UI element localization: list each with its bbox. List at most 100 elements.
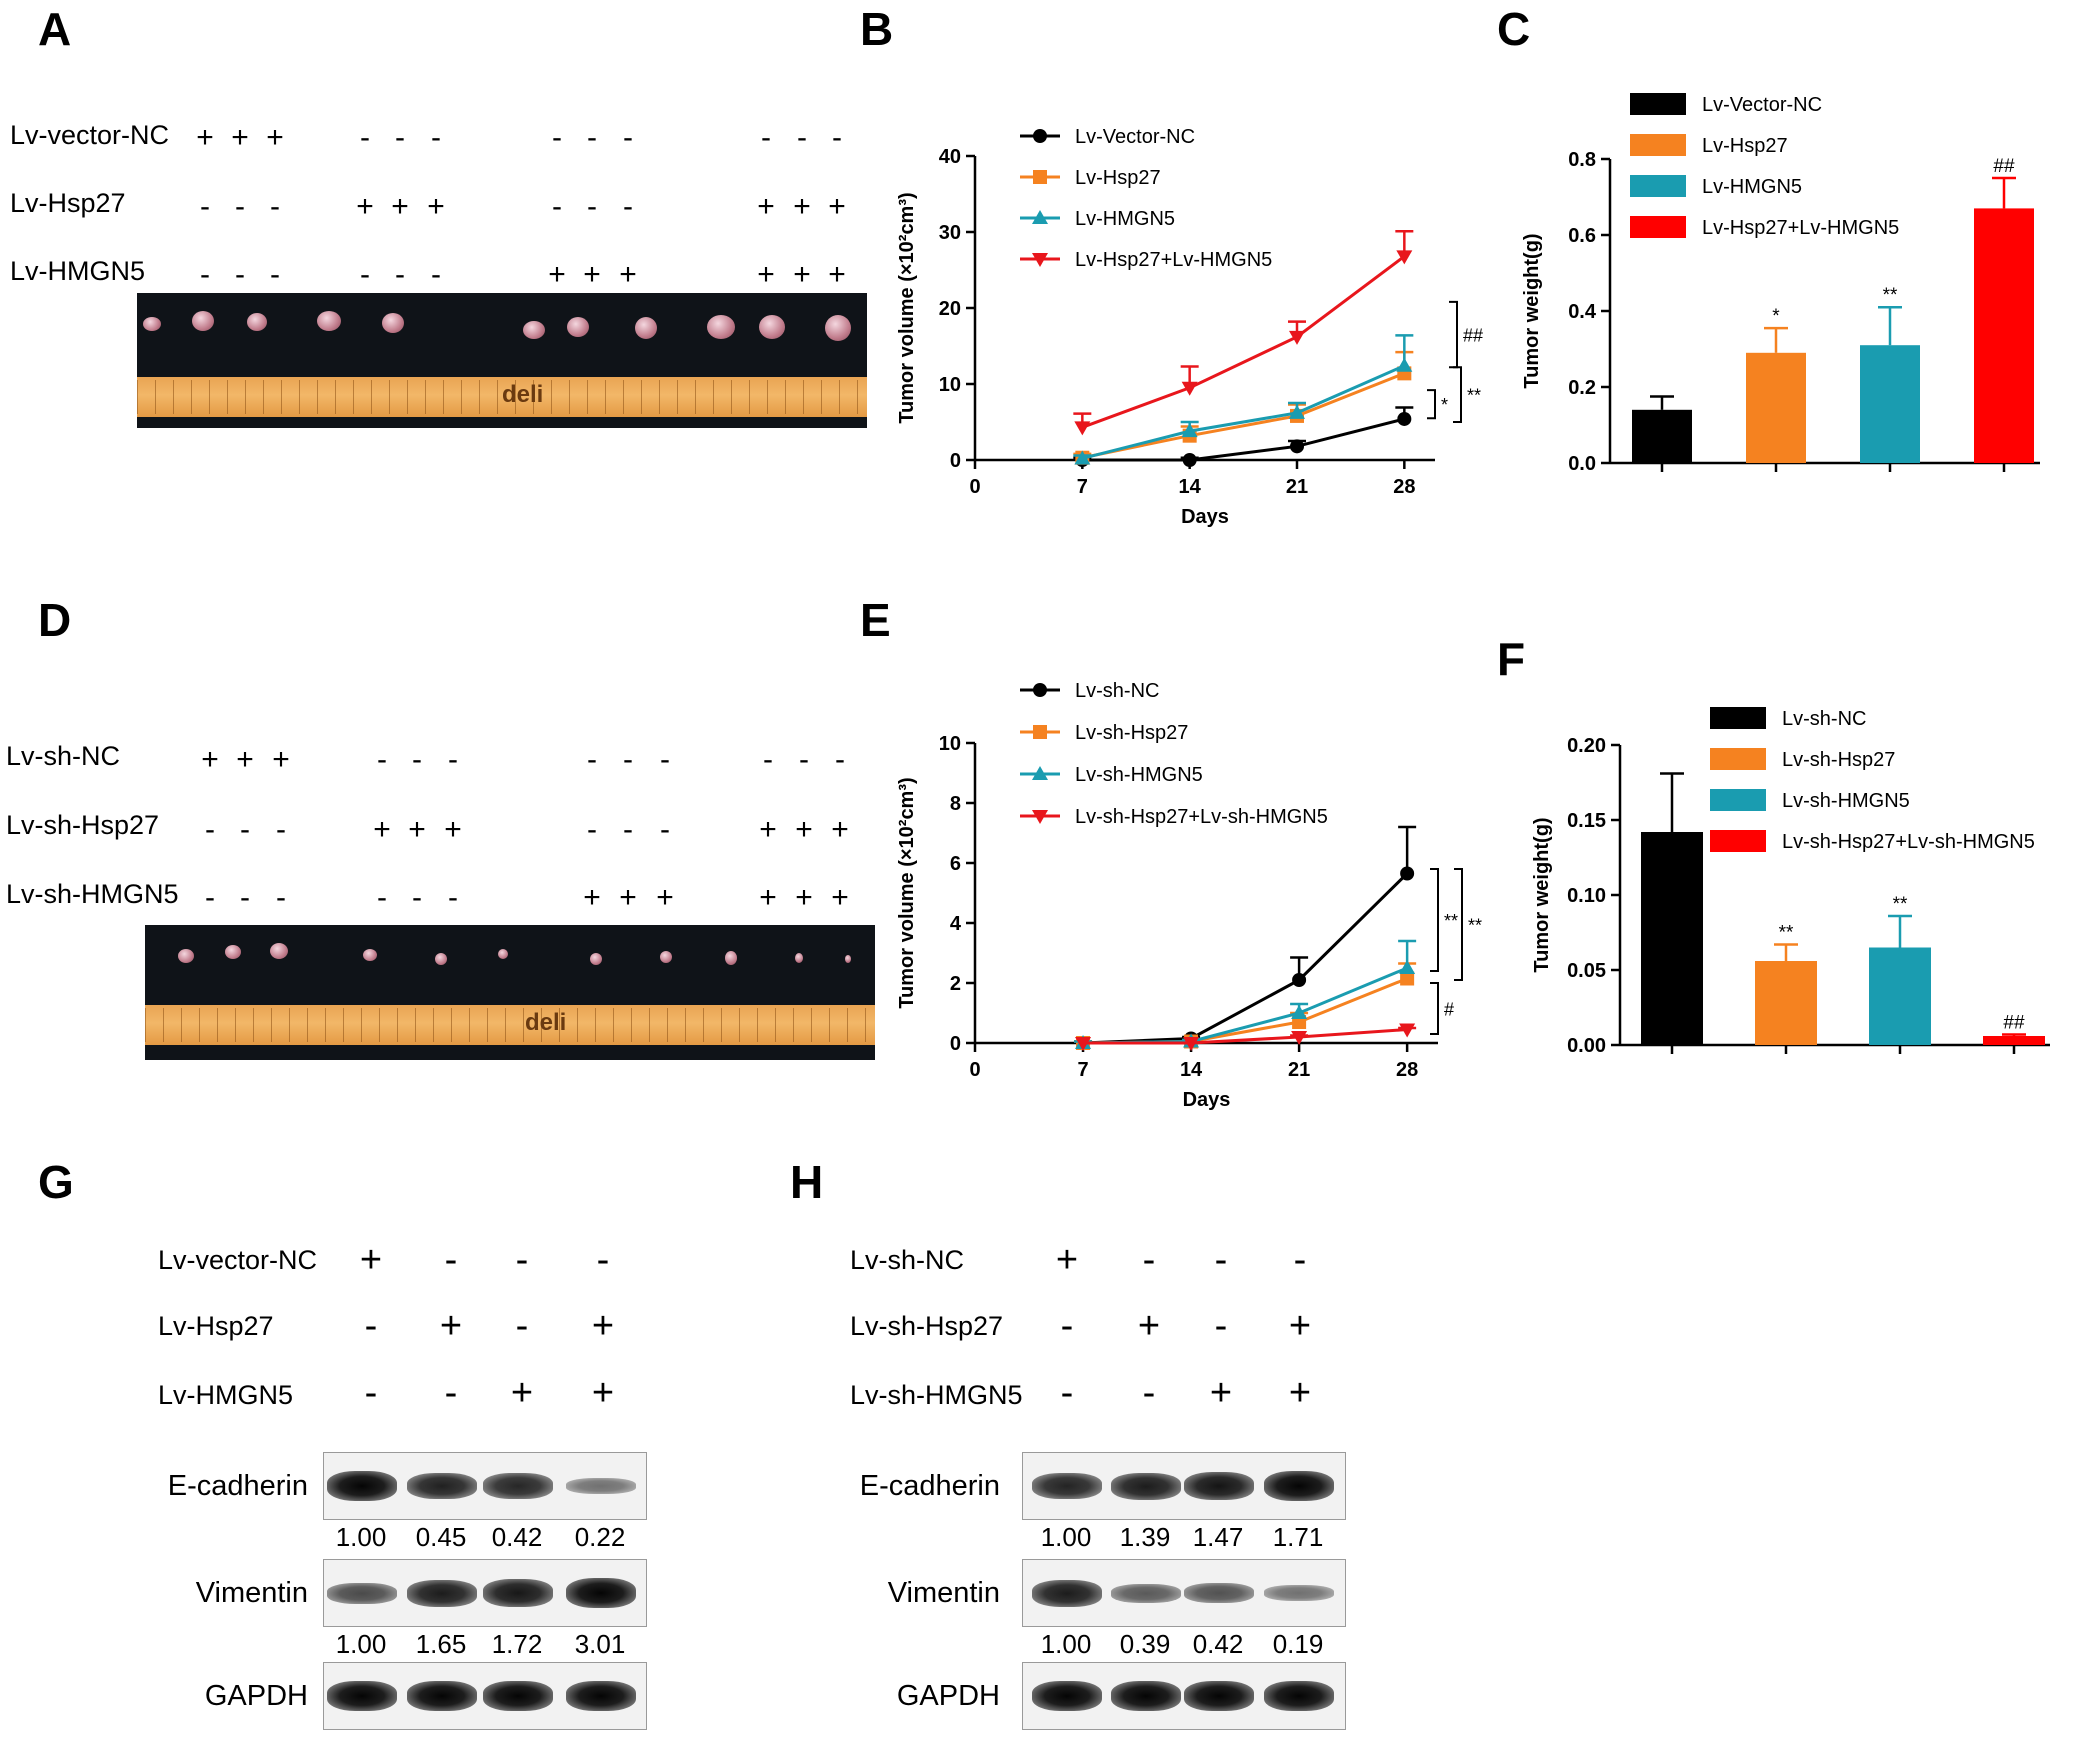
data-point <box>1290 439 1304 454</box>
plus-sign: + <box>795 881 813 914</box>
protein-band <box>407 1472 477 1500</box>
plus-sign: + <box>359 1239 383 1281</box>
protein-band <box>483 1681 553 1711</box>
minus-sign: - <box>444 1372 458 1414</box>
minus-sign: - <box>364 1305 378 1347</box>
minus-sign: - <box>1142 1239 1156 1281</box>
blot-row-label: GAPDH <box>204 1680 308 1712</box>
bar <box>1632 409 1692 463</box>
minus-sign: - <box>835 743 845 776</box>
legend-swatch <box>1710 748 1766 770</box>
x-tick-label: 0 <box>969 1059 980 1081</box>
plus-sign: + <box>356 190 374 223</box>
minus-sign: - <box>412 881 422 914</box>
protein-band <box>566 1578 636 1608</box>
panel-letter-a: A <box>38 3 72 55</box>
y-tick-label: 40 <box>939 146 961 168</box>
plus-sign: + <box>583 258 601 291</box>
line-chart-b: 0 10 20 30 40 0 7 14 21 28 Days Tumor volume (×10²c… <box>896 126 1483 528</box>
y-tick-label: 10 <box>939 733 961 755</box>
condition-label: Lv-vector-NC <box>10 120 170 150</box>
data-point <box>1181 381 1198 396</box>
bar <box>1755 961 1817 1045</box>
y-tick-label: 8 <box>950 793 961 815</box>
blot-membrane <box>1022 1559 1346 1627</box>
minus-sign: - <box>205 881 215 914</box>
series-line <box>1081 255 1406 429</box>
condition-label: Lv-Hsp27 <box>10 188 126 218</box>
series-group <box>1074 825 1417 1050</box>
legend-swatch <box>1630 175 1686 197</box>
legend-label: Lv-Vector-NC <box>1075 126 1195 148</box>
condition-label: Lv-sh-NC <box>6 741 121 771</box>
legend-marker <box>1032 810 1048 824</box>
y-tick-label: 0 <box>950 1033 961 1055</box>
blot-row-label: Vimentin <box>195 1577 308 1609</box>
bar-significance-label: ** <box>1779 923 1794 944</box>
legend-marker <box>1033 725 1047 739</box>
legend-label: Lv-sh-Hsp27 <box>1075 722 1188 744</box>
protein-band <box>1032 1473 1102 1499</box>
significance-label: ** <box>1468 916 1482 936</box>
plus-sign: + <box>236 743 254 776</box>
data-point <box>1396 250 1413 265</box>
data-point <box>1074 421 1091 436</box>
plus-sign: + <box>391 190 409 223</box>
ruler-scale <box>137 380 867 414</box>
y-tick-label: 4 <box>950 913 962 935</box>
tumor <box>759 315 785 339</box>
quantification-value: 1.47 <box>1192 1522 1244 1552</box>
minus-sign: - <box>364 1372 378 1414</box>
tumor <box>845 955 851 963</box>
line-chart-e: 0 2 4 6 8 10 0 7 14 21 28 Days Tumor volume (×10²cm³… <box>896 680 1482 1111</box>
tumor-photo: deli <box>137 293 867 428</box>
bar <box>1983 1036 2045 1045</box>
data-point <box>1289 330 1305 345</box>
plus-sign: + <box>828 190 846 223</box>
data-point <box>1399 1023 1416 1038</box>
protein-band <box>1264 1471 1334 1501</box>
legend-marker <box>1032 253 1048 267</box>
minus-sign: - <box>276 881 286 914</box>
minus-sign: - <box>1293 1239 1307 1281</box>
y-tick-label: 2 <box>950 973 961 995</box>
tumor <box>435 953 447 965</box>
quantification-value: 1.00 <box>335 1629 387 1659</box>
legend-label: Lv-HMGN5 <box>1075 208 1175 230</box>
tumor <box>178 949 194 963</box>
protein-band <box>1032 1681 1102 1711</box>
y-tick-label: 0.00 <box>1567 1035 1606 1057</box>
y-axis-title: Tumor weight(g) <box>1531 817 1553 972</box>
series-line <box>1082 417 1405 462</box>
bar <box>1869 947 1931 1045</box>
bar <box>1641 832 1703 1045</box>
minus-sign: - <box>623 813 633 846</box>
bar-significance-label: ** <box>1893 894 1908 915</box>
tumor <box>825 315 851 341</box>
plus-sign: + <box>444 813 462 846</box>
minus-sign: - <box>660 813 670 846</box>
minus-sign: - <box>431 258 441 291</box>
protein-band <box>327 1471 397 1501</box>
panel-letter-e: E <box>860 594 891 646</box>
quantification-value: 1.39 <box>1119 1522 1171 1552</box>
x-tick-label: 7 <box>1077 476 1088 498</box>
blot-row-label: Vimentin <box>887 1577 1000 1609</box>
series-line <box>1082 371 1405 460</box>
minus-sign: - <box>360 258 370 291</box>
tumor <box>363 949 377 961</box>
data-point <box>1397 411 1412 426</box>
quantification-value: 0.39 <box>1119 1629 1171 1659</box>
panel-letter-c: C <box>1497 3 1531 55</box>
ruler-brand: deli <box>502 381 544 408</box>
blot-membrane <box>323 1662 647 1730</box>
minus-sign: - <box>412 743 422 776</box>
condition-label: Lv-sh-HMGN5 <box>850 1380 1023 1410</box>
series-line <box>1081 364 1405 460</box>
legend-label: Lv-HMGN5 <box>1702 176 1802 198</box>
x-tick-label: 21 <box>1288 1059 1310 1081</box>
minus-sign: - <box>623 190 633 223</box>
ruler: deli <box>145 1005 875 1045</box>
bar <box>1974 208 2034 463</box>
protein-band <box>566 1681 636 1711</box>
